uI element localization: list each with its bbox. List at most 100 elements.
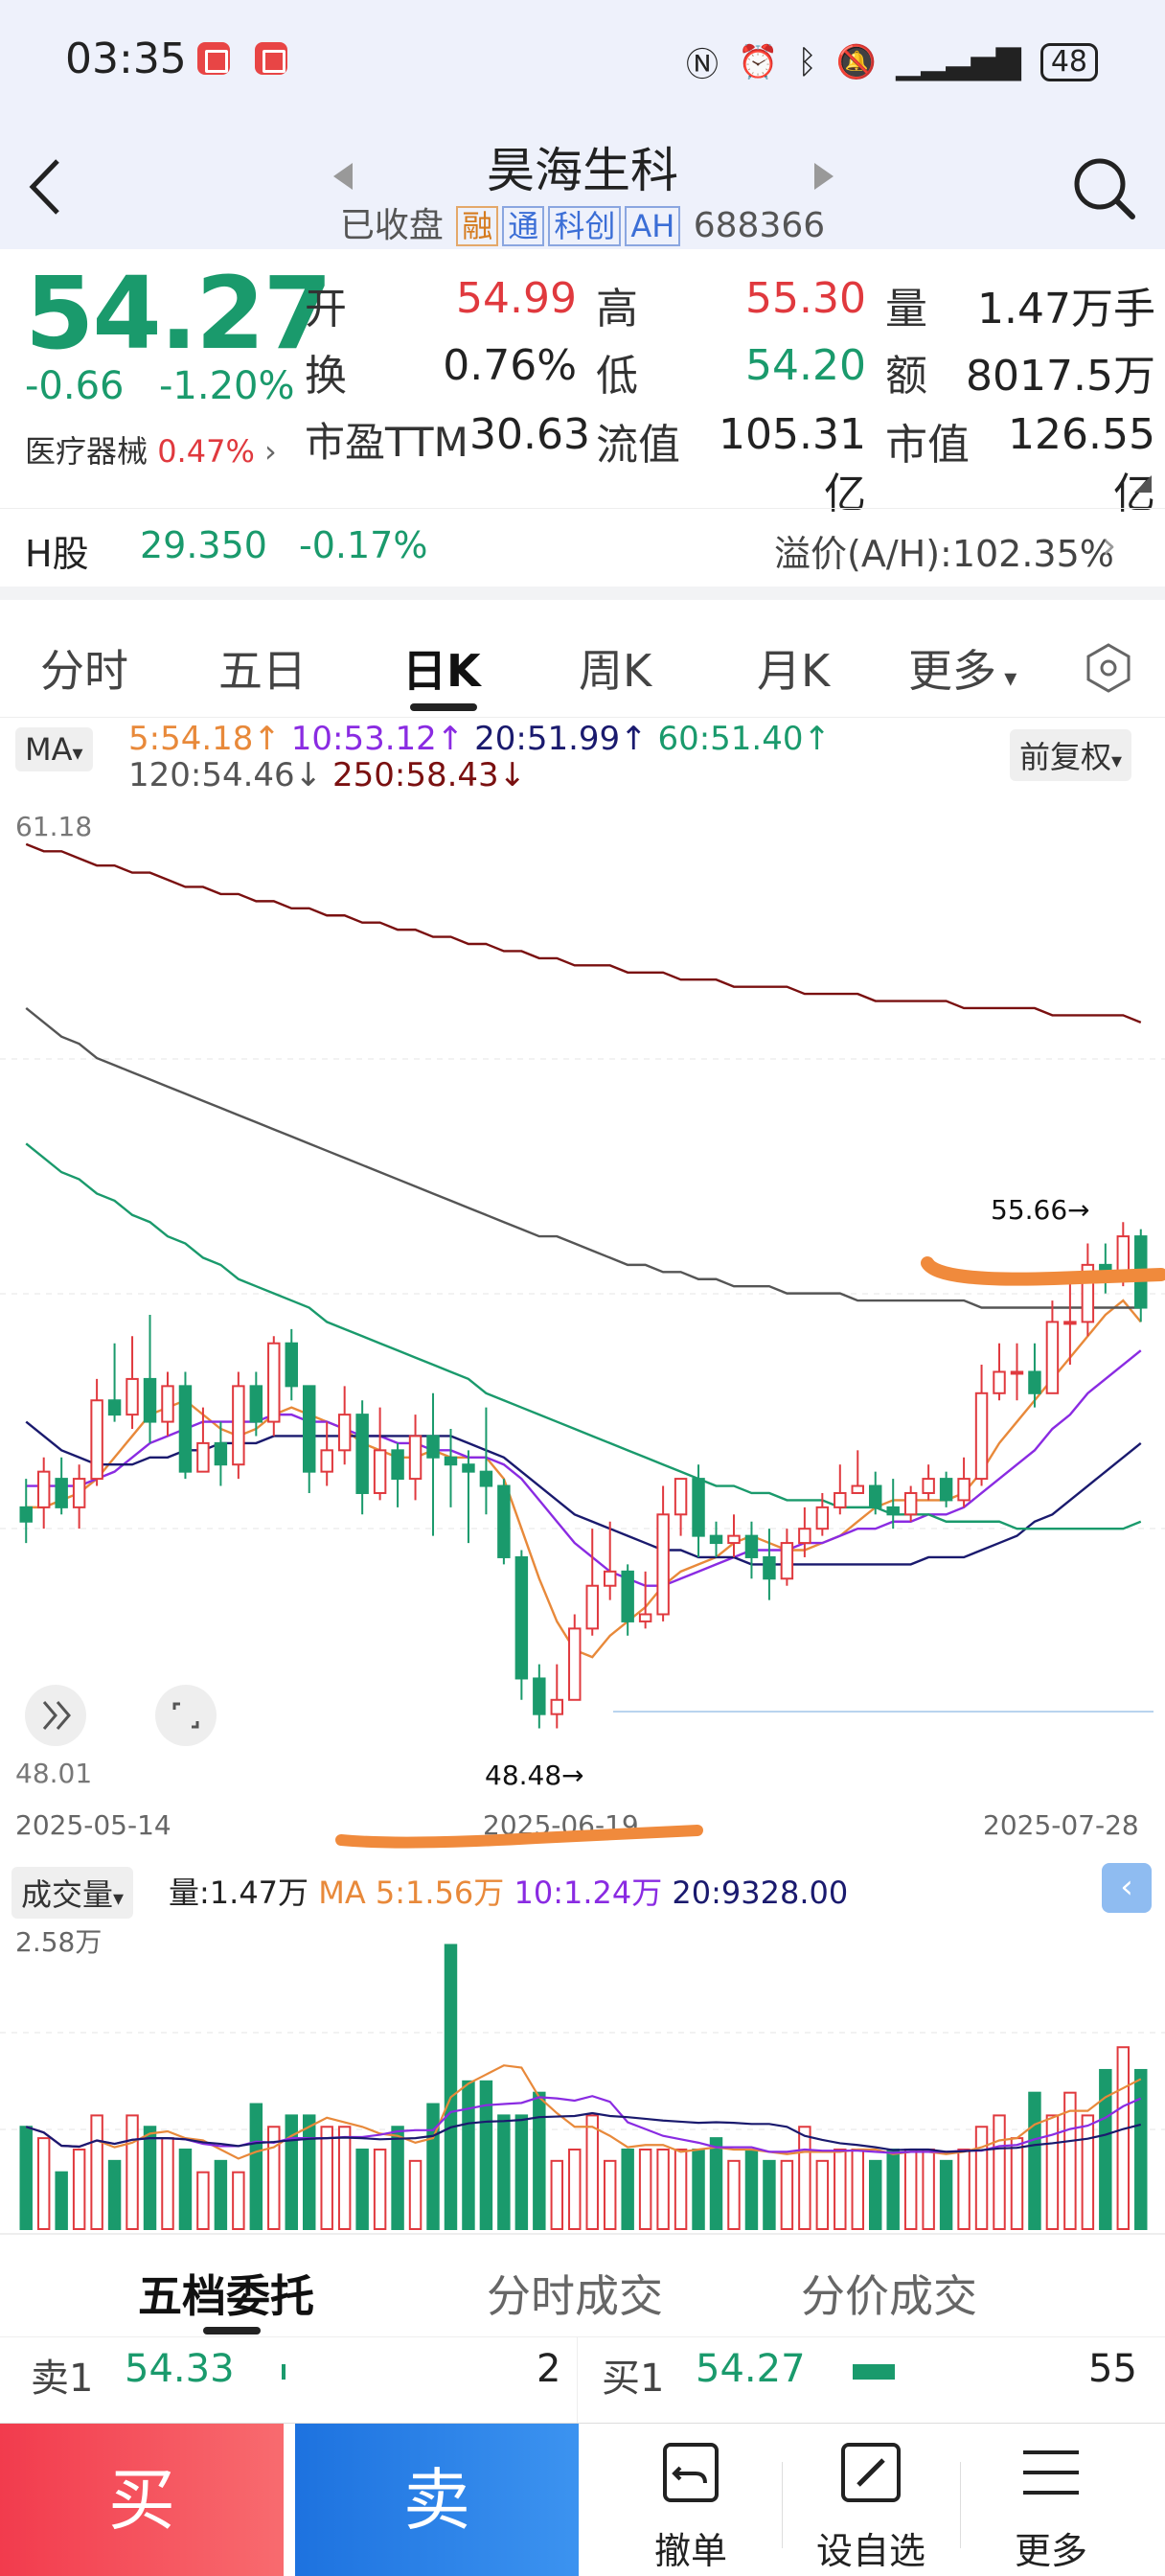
y-min-label: 48.01 xyxy=(15,1758,92,1789)
search-icon[interactable] xyxy=(1069,153,1138,222)
sell-button[interactable]: 卖 xyxy=(295,2424,579,2576)
volume-bar xyxy=(462,2080,475,2230)
ma-selector[interactable]: MA▾ xyxy=(15,727,93,771)
candle-body xyxy=(514,1555,529,1680)
candle-body xyxy=(373,1449,387,1494)
add-watchlist-button[interactable]: 设自选 xyxy=(799,2439,943,2574)
caret-down-icon: ▾ xyxy=(113,1887,125,1911)
buy1-qty: 55 xyxy=(1088,2347,1137,2391)
volume-chart[interactable]: 2.58万 xyxy=(0,1917,1165,2233)
volume-bar xyxy=(249,2103,263,2230)
edit-icon xyxy=(841,2443,901,2502)
chevron-right-icon: › xyxy=(1102,524,1117,566)
status-icons: Ⓝ ⏰ ᛒ 🔕 ▁▂▃▅▇ 48 xyxy=(686,38,1098,85)
volume-bar xyxy=(1010,2137,1024,2230)
tab-monthly-k[interactable]: 月K xyxy=(757,645,831,697)
candle-body xyxy=(993,1370,1006,1394)
candle-body xyxy=(19,1506,33,1523)
candle-body xyxy=(90,1399,103,1481)
candle-body xyxy=(320,1449,333,1473)
back-arrow-icon[interactable] xyxy=(23,153,71,220)
tab-intraday[interactable]: 分时 xyxy=(40,645,128,697)
tag-ah[interactable]: AH xyxy=(625,206,681,246)
fullscreen-icon[interactable] xyxy=(155,1685,217,1746)
volume-bar xyxy=(603,2159,617,2230)
add-watchlist-label: 设自选 xyxy=(815,2530,925,2572)
tag-star[interactable]: 科创 xyxy=(548,206,622,246)
candle-body xyxy=(638,1613,652,1622)
volume-ma10: 10:1.24万 xyxy=(514,1874,663,1911)
volume-bar xyxy=(337,2126,352,2230)
volume-bar xyxy=(107,2159,122,2230)
candle-body xyxy=(869,1484,882,1508)
volume-bar xyxy=(444,1944,458,2230)
volume-bar xyxy=(1116,2046,1131,2230)
candle-body xyxy=(763,1555,776,1580)
volume-bar xyxy=(320,2126,333,2230)
tab-five-day[interactable]: 五日 xyxy=(218,645,307,697)
next-stock-icon[interactable] xyxy=(814,163,834,190)
clock: 03:35 xyxy=(65,34,187,83)
prev-stock-icon[interactable] xyxy=(333,163,353,190)
adjust-selector[interactable]: 前复权▾ xyxy=(1010,729,1132,781)
volume-selector[interactable]: 成交量▾ xyxy=(11,1867,134,1919)
sell1-label: 卖1 xyxy=(31,2357,94,2401)
settings-hex-icon[interactable] xyxy=(1083,642,1134,694)
ma5-value: 5:54.18↑ xyxy=(128,720,281,758)
tag-margin[interactable]: 融 xyxy=(456,206,499,246)
expand-left-icon[interactable] xyxy=(25,1685,86,1746)
caret-down-icon: ▾ xyxy=(72,742,83,766)
volume-bar xyxy=(1099,2068,1112,2230)
volume-bar xyxy=(196,2171,210,2230)
orderbook-divider xyxy=(577,2337,578,2424)
stock-header: 昊海生科 已收盘 融通科创 AH 688366 xyxy=(0,125,1165,249)
candle-body xyxy=(939,1478,953,1502)
tab-time-sales[interactable]: 分时成交 xyxy=(487,2270,663,2322)
volume-bar xyxy=(780,2159,794,2230)
candle-body xyxy=(957,1478,971,1502)
candle-body xyxy=(462,1463,475,1473)
turnover-label: 换 xyxy=(305,352,347,401)
volume-current: 量:1.47万 xyxy=(169,1874,309,1911)
volume-bar xyxy=(674,2148,688,2230)
candle-body xyxy=(285,1342,298,1388)
tab-more[interactable]: 更多 ▾ xyxy=(908,636,1017,700)
candle-body xyxy=(249,1385,263,1423)
tab-price-volume[interactable]: 分价成交 xyxy=(801,2270,977,2322)
tag-connect[interactable]: 通 xyxy=(502,206,545,246)
market-cap-label: 市值 xyxy=(885,421,970,470)
candle-body xyxy=(1081,1263,1095,1323)
kline-chart[interactable]: 61.18 48.01 55.66→ 48.48→ 2025-05-14 202… xyxy=(0,805,1165,1859)
h-share-price: 29.350 xyxy=(140,524,267,566)
more-button[interactable]: 更多 xyxy=(979,2439,1123,2574)
nfc-icon: Ⓝ xyxy=(685,46,719,84)
buy1-price: 54.27 xyxy=(696,2347,806,2391)
volume-bar xyxy=(568,2148,582,2230)
volume-bar xyxy=(1134,2068,1148,2230)
tab-order-book[interactable]: 五档委托 xyxy=(138,2270,314,2322)
tab-weekly-k[interactable]: 周K xyxy=(579,645,652,697)
volume-bar xyxy=(72,2148,86,2230)
highlight-stroke-top xyxy=(921,1256,1165,1286)
collapse-panel-icon[interactable]: ‹ xyxy=(1102,1863,1152,1913)
volume-ma-line-5 xyxy=(25,2064,1142,2160)
volume-bar xyxy=(408,2159,423,2230)
cancel-order-button[interactable]: 撤单 xyxy=(619,2439,763,2574)
ma-line-ma10 xyxy=(26,1349,1142,1587)
volume-ma-line-20 xyxy=(25,2111,1142,2153)
candle-body xyxy=(196,1441,210,1473)
expand-corner-icon[interactable] xyxy=(1134,475,1152,493)
tab-daily-k[interactable]: 日K xyxy=(402,645,481,697)
volume-bar xyxy=(1081,2114,1095,2231)
buy-button[interactable]: 买 xyxy=(0,2424,284,2576)
h-share-row[interactable]: H股 29.350 -0.17% 溢价(A/H):102.35% › xyxy=(0,508,1165,586)
h-share-label: H股 xyxy=(25,533,89,575)
candle-body xyxy=(55,1478,68,1508)
sector-link[interactable]: 医疗器械 0.47% › xyxy=(25,427,277,472)
candle-body xyxy=(391,1449,404,1481)
pe-label: 市盈TTM xyxy=(305,419,468,466)
volume-bar xyxy=(869,2159,882,2230)
candle-body xyxy=(974,1392,989,1481)
volume-bar xyxy=(355,2148,369,2230)
sell1-volume-bar xyxy=(282,2364,286,2380)
